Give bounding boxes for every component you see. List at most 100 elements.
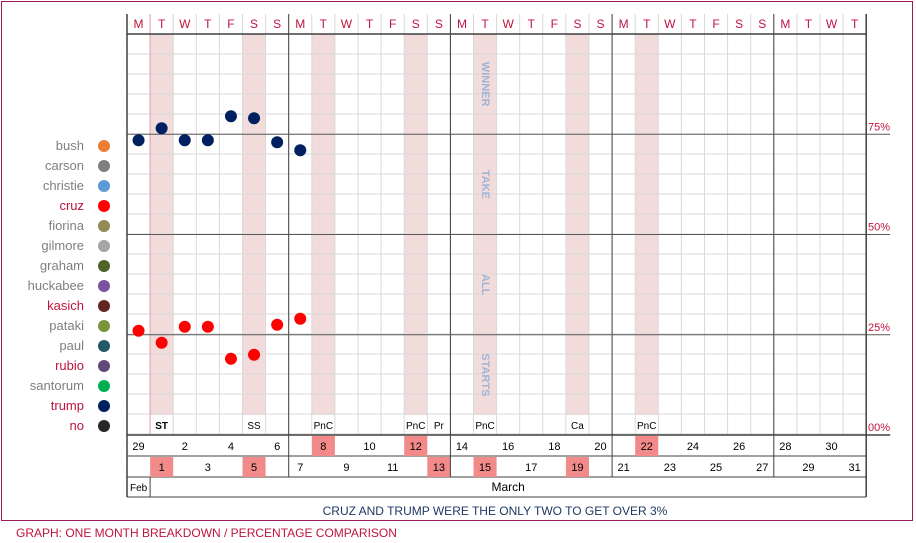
data-point-cruz xyxy=(201,320,214,333)
highlighted-date-cell xyxy=(404,436,428,456)
weekday-label: M xyxy=(295,17,305,31)
weekday-label: S xyxy=(573,17,581,31)
date-label: 22 xyxy=(641,441,653,453)
weekday-label: S xyxy=(597,17,605,31)
legend-dot xyxy=(98,140,110,152)
legend-dot xyxy=(98,260,110,272)
weekday-label: T xyxy=(528,17,536,31)
y-tick-label: 00% xyxy=(868,422,890,434)
date-label: 3 xyxy=(205,462,211,474)
legend-item-kasich: kasich xyxy=(0,296,120,316)
date-label: 27 xyxy=(756,462,768,474)
date-label: 15 xyxy=(479,462,491,474)
date-label: 19 xyxy=(571,462,583,474)
month-label-feb: Feb xyxy=(130,483,148,494)
highlighted-date-cell xyxy=(565,457,589,477)
legend-item-trump: trump xyxy=(0,396,120,416)
legend-label: no xyxy=(69,418,84,433)
weekday-label: F xyxy=(551,17,558,31)
weekday-label: F xyxy=(712,17,719,31)
date-label: 29 xyxy=(132,441,144,453)
data-point-cruz xyxy=(271,318,284,331)
shaded-column xyxy=(565,34,589,415)
data-point-cruz xyxy=(178,320,191,333)
legend-label: cruz xyxy=(59,198,84,213)
weekday-label: T xyxy=(158,17,166,31)
data-point-trump xyxy=(201,134,214,147)
date-label: 23 xyxy=(664,462,676,474)
legend-item-christie: christie xyxy=(0,176,120,196)
weekday-label: S xyxy=(435,17,443,31)
legend-dot xyxy=(98,340,110,352)
date-label: 1 xyxy=(159,462,165,474)
date-label: 29 xyxy=(802,462,814,474)
date-label: 18 xyxy=(548,441,560,453)
legend-dot xyxy=(98,300,110,312)
highlighted-date-cell xyxy=(242,457,266,477)
weekday-label: M xyxy=(457,17,467,31)
date-label: 5 xyxy=(251,462,257,474)
legend-label: bush xyxy=(55,138,84,153)
date-label: 20 xyxy=(594,441,606,453)
weekday-label: W xyxy=(341,17,353,31)
legend-label: carson xyxy=(44,158,84,173)
weekday-label: S xyxy=(735,17,743,31)
weekday-label: T xyxy=(689,17,697,31)
weekday-label: M xyxy=(619,17,629,31)
shaded-column xyxy=(473,34,497,415)
data-point-trump xyxy=(248,112,261,125)
data-point-trump xyxy=(294,144,307,157)
weekday-label: S xyxy=(758,17,766,31)
weekday-label: T xyxy=(643,17,651,31)
weekday-label: T xyxy=(481,17,489,31)
legend-label: rubio xyxy=(55,358,84,373)
date-label: 31 xyxy=(849,462,861,474)
date-label: 11 xyxy=(387,462,398,474)
legend-item-gilmore: gilmore xyxy=(0,236,120,256)
highlighted-date-cell xyxy=(150,457,174,477)
date-label: 30 xyxy=(825,441,837,453)
date-label: 8 xyxy=(320,441,326,453)
highlighted-date-cell xyxy=(427,457,451,477)
weekday-label: M xyxy=(134,17,144,31)
date-label: 25 xyxy=(710,462,722,474)
legend-item-pataki: pataki xyxy=(0,316,120,336)
weekday-label: T xyxy=(366,17,374,31)
date-label: 28 xyxy=(779,441,791,453)
data-point-cruz xyxy=(294,312,307,325)
weekday-label: S xyxy=(273,17,281,31)
legend-label: kasich xyxy=(47,298,84,313)
y-tick-label: 25% xyxy=(868,322,890,334)
legend-dot xyxy=(98,360,110,372)
weekday-label: T xyxy=(851,17,859,31)
legend-item-huckabee: huckabee xyxy=(0,276,120,296)
date-label: 26 xyxy=(733,441,745,453)
data-point-cruz xyxy=(132,324,145,337)
shaded-column xyxy=(150,34,174,415)
shaded-column xyxy=(311,34,335,415)
legend-dot xyxy=(98,240,110,252)
data-point-trump xyxy=(271,136,284,149)
legend-dot xyxy=(98,180,110,192)
data-point-trump xyxy=(178,134,191,147)
weekday-label: T xyxy=(805,17,813,31)
graph-caption: GRAPH: ONE MONTH BREAKDOWN / PERCENTAGE … xyxy=(16,526,397,540)
event-label: ST xyxy=(155,421,168,432)
legend-dot xyxy=(98,380,110,392)
y-tick-label: 50% xyxy=(868,222,890,234)
zone-label: WINNER xyxy=(479,62,491,107)
date-label: 17 xyxy=(525,462,537,474)
weekday-label: S xyxy=(250,17,258,31)
data-point-cruz xyxy=(224,352,237,365)
data-point-trump xyxy=(224,110,237,123)
date-label: 10 xyxy=(363,441,375,453)
date-label: 14 xyxy=(456,441,468,453)
weekday-label: M xyxy=(780,17,790,31)
date-label: 6 xyxy=(274,441,280,453)
event-label: PnC xyxy=(637,421,656,432)
legend-dot xyxy=(98,420,110,432)
legend-item-no: no xyxy=(0,416,120,436)
date-label: 24 xyxy=(687,441,699,453)
legend-label: christie xyxy=(42,178,84,193)
zone-label: ALL xyxy=(479,274,491,296)
